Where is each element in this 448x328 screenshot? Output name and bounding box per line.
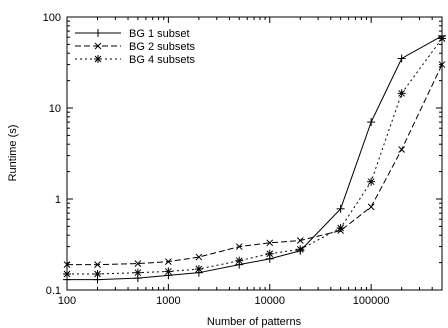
series-1 bbox=[63, 31, 446, 284]
data-point bbox=[367, 203, 375, 211]
data-point bbox=[194, 265, 203, 274]
data-point bbox=[134, 260, 142, 267]
data-point bbox=[438, 34, 446, 43]
data-point bbox=[266, 239, 274, 247]
data-point bbox=[367, 177, 376, 186]
data-point bbox=[397, 54, 406, 63]
series-layer bbox=[63, 31, 446, 284]
data-point bbox=[63, 269, 71, 278]
data-point bbox=[235, 256, 244, 265]
data-point bbox=[195, 253, 203, 261]
y-axis-title: Runtime (s) bbox=[7, 125, 19, 182]
data-point bbox=[93, 269, 102, 278]
data-point bbox=[336, 204, 345, 213]
x-tick-label: 100000 bbox=[353, 295, 390, 307]
legend-label: BG 4 subsets bbox=[129, 54, 196, 66]
data-point bbox=[94, 29, 102, 37]
data-point bbox=[94, 55, 102, 63]
data-point bbox=[63, 261, 71, 268]
x-axis-title: Number of patterns bbox=[207, 316, 302, 328]
data-point bbox=[133, 268, 142, 277]
legend-label: BG 1 subset bbox=[129, 28, 190, 40]
x-tick-label: 100 bbox=[58, 295, 76, 307]
legend-label: BG 2 subsets bbox=[129, 41, 196, 53]
legend-item: BG 1 subset bbox=[75, 28, 190, 40]
y-tick-label: 0.1 bbox=[46, 285, 61, 297]
axis-ticks: 100 1000 10000 100000 0.1 1 10 100 bbox=[43, 12, 442, 307]
data-point bbox=[235, 243, 243, 250]
data-point bbox=[397, 89, 406, 98]
data-point bbox=[296, 237, 304, 244]
data-point bbox=[265, 249, 274, 258]
data-point bbox=[336, 224, 345, 233]
y-tick-label: 10 bbox=[49, 103, 61, 115]
legend-item: BG 4 subsets bbox=[75, 54, 196, 66]
data-point bbox=[164, 267, 173, 276]
series-3 bbox=[63, 34, 446, 278]
data-point bbox=[398, 146, 406, 153]
data-point bbox=[438, 61, 446, 68]
series-line bbox=[67, 64, 443, 266]
data-point bbox=[94, 42, 102, 50]
x-tick-label: 1000 bbox=[156, 295, 180, 307]
data-point bbox=[165, 258, 172, 265]
legend-item: BG 2 subsets bbox=[75, 41, 196, 53]
series-line bbox=[67, 35, 443, 281]
plot-frame bbox=[66, 16, 443, 291]
data-point bbox=[296, 245, 305, 254]
data-point bbox=[94, 261, 101, 268]
data-point bbox=[367, 118, 376, 127]
series-2 bbox=[63, 61, 446, 268]
series-line bbox=[67, 38, 443, 275]
x-tick-label: 10000 bbox=[254, 295, 285, 307]
y-tick-label: 1 bbox=[55, 194, 61, 206]
y-tick-label: 100 bbox=[43, 12, 61, 24]
